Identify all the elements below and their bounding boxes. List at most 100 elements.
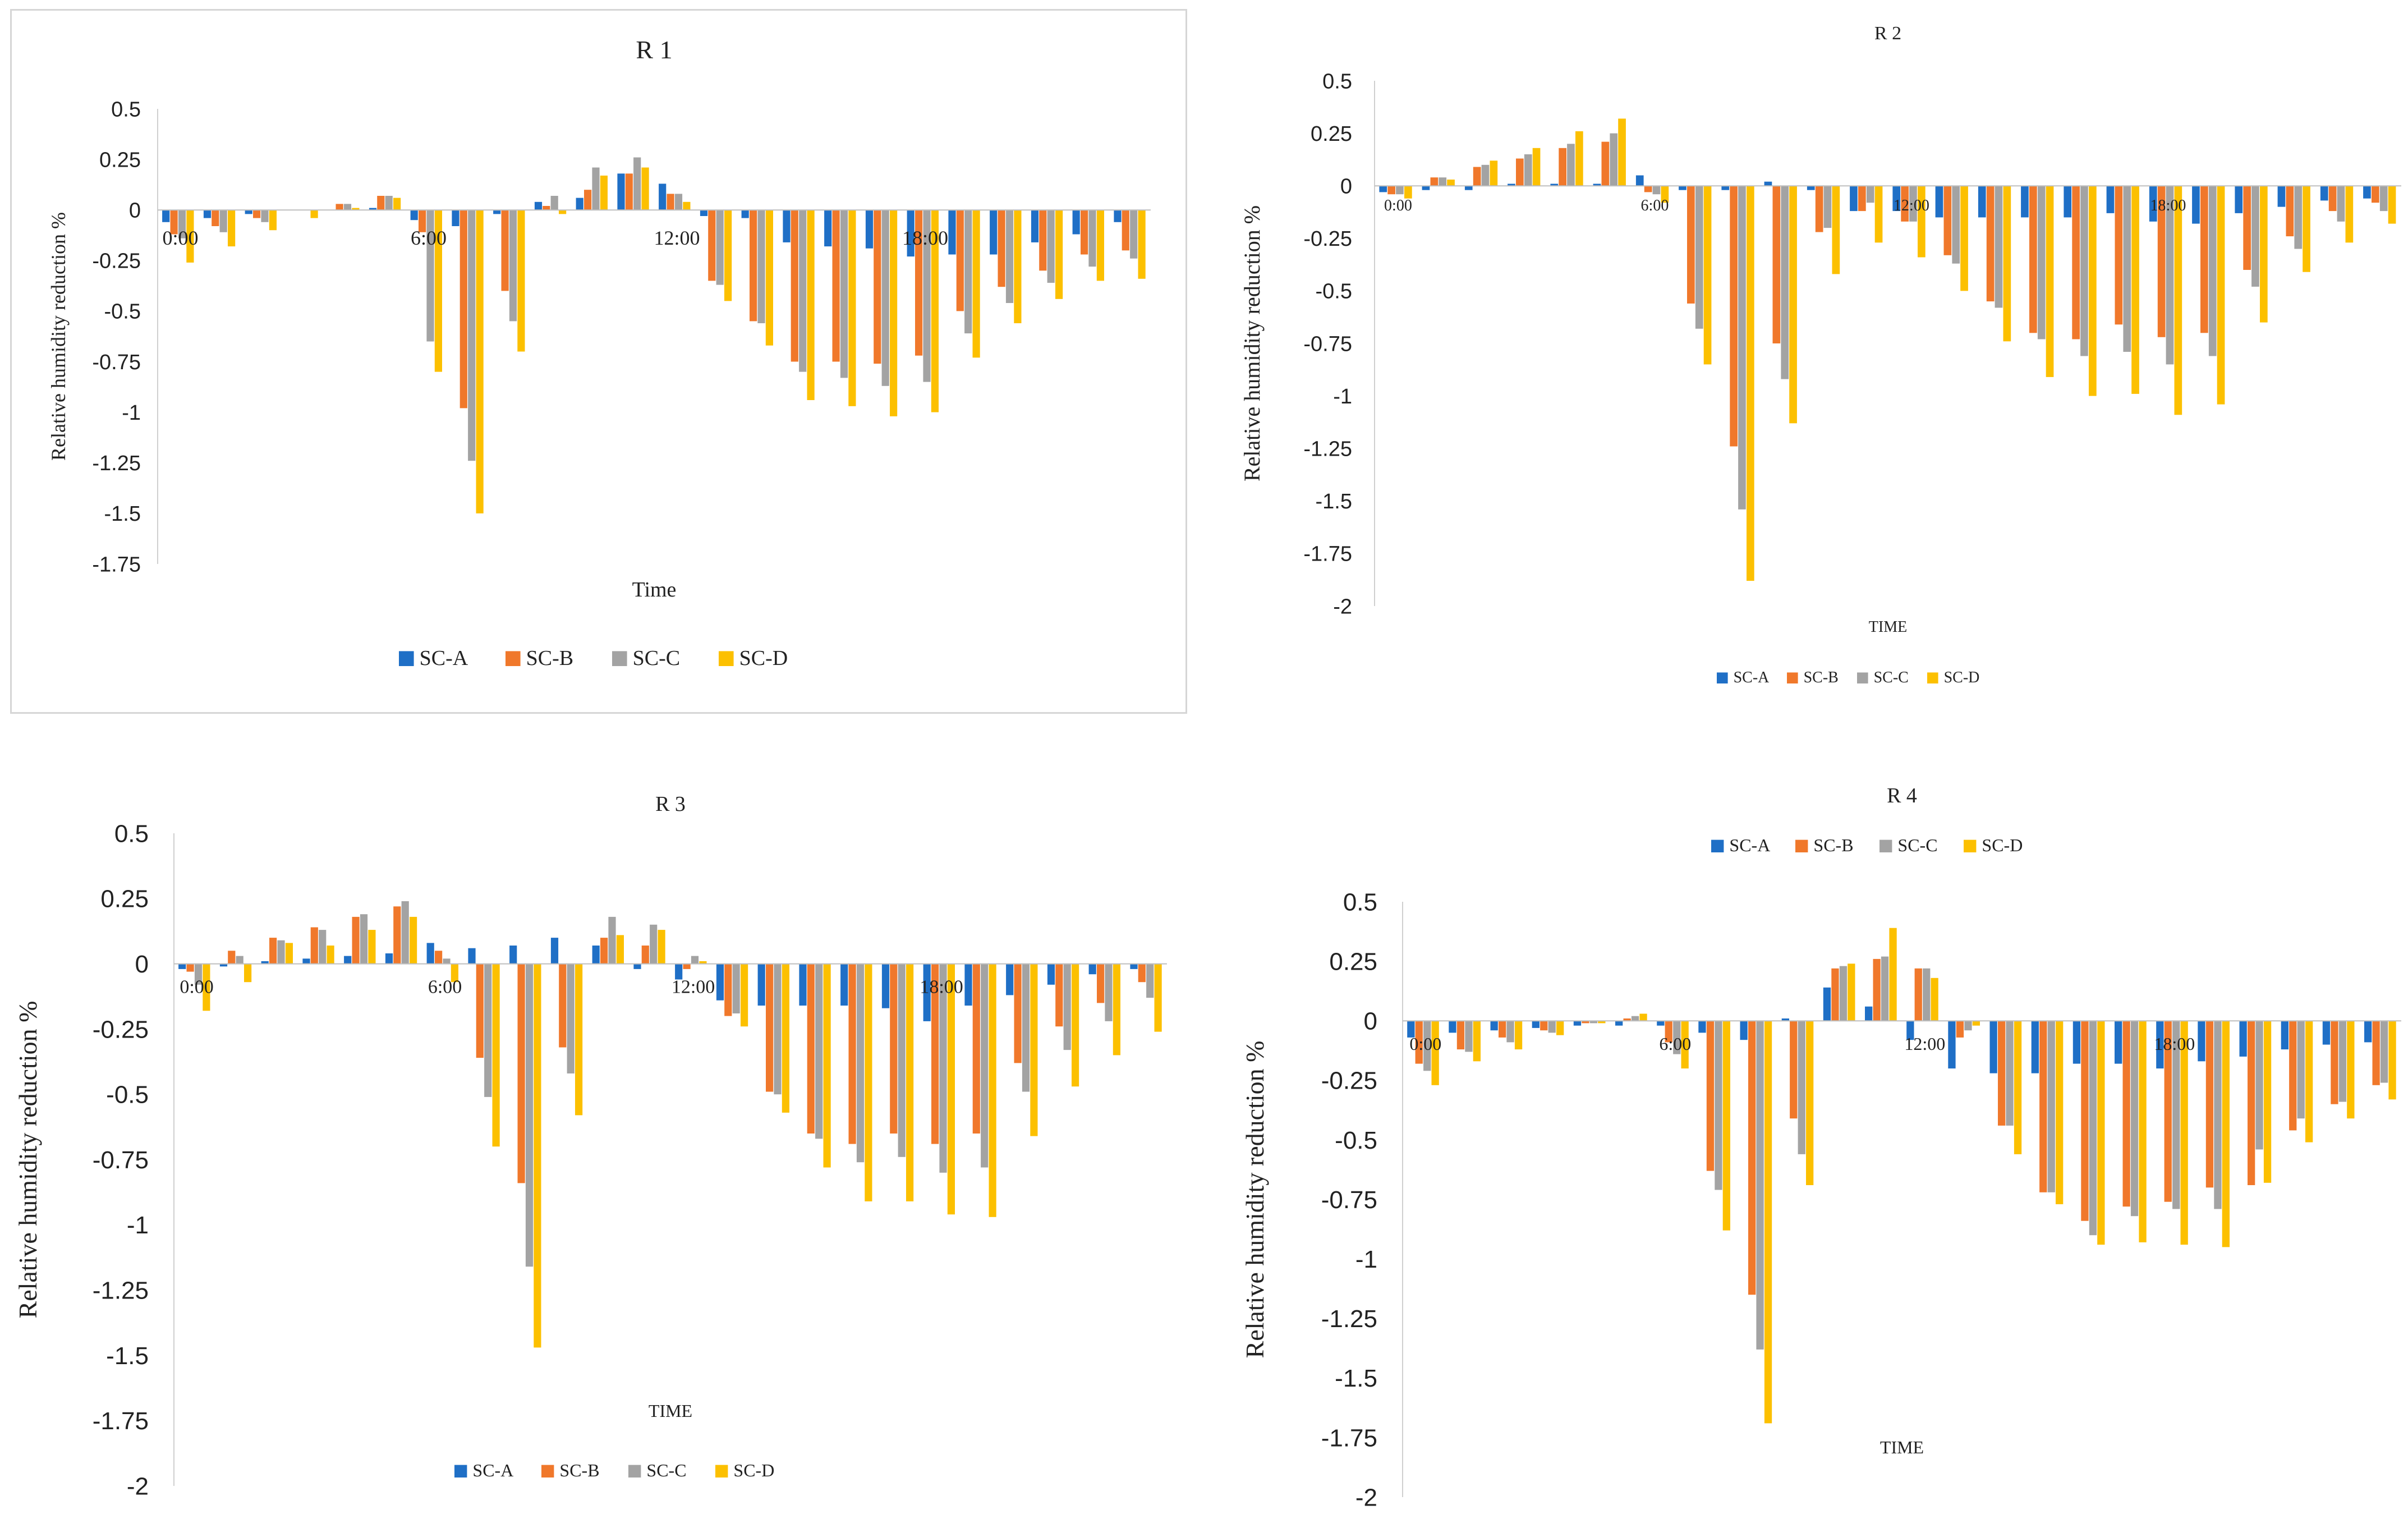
bar-sc-b-h1 — [1430, 177, 1439, 186]
y-tick-label: -0.5 — [1335, 1127, 1377, 1154]
legend: SC-A SC-B SC-C SC-D — [1717, 669, 1979, 686]
x-axis-label: TIME — [1869, 618, 1907, 636]
x-tick-label: 6:00 — [1641, 197, 1669, 214]
bar-sc-a-h0 — [178, 963, 186, 969]
x-axis-label: TIME — [1880, 1437, 1924, 1457]
x-tick-label: 12:00 — [654, 227, 700, 249]
bar-sc-d-h13 — [1972, 1021, 1980, 1026]
bar-sc-d-h12 — [699, 961, 707, 964]
bar-sc-b-h7 — [1706, 1021, 1715, 1171]
bar-sc-b-h15 — [2039, 1021, 2047, 1192]
y-tick-label: 0.25 — [1311, 122, 1352, 146]
bar-sc-c-h4 — [1589, 1021, 1598, 1024]
bar-sc-a-h10 — [576, 198, 583, 210]
bar-sc-d-h13 — [1960, 186, 1968, 291]
bar-sc-b-h17 — [2115, 186, 2123, 325]
bar-sc-a-h10 — [592, 946, 600, 964]
legend-swatch-sc-a — [454, 1465, 467, 1477]
x-axis-label: Time — [632, 578, 677, 602]
bar-sc-d-h5 — [410, 916, 417, 964]
bar-sc-c-h6 — [443, 958, 451, 964]
bar-sc-a-h8 — [1740, 1021, 1748, 1040]
bar-sc-b-h9 — [559, 963, 567, 1048]
bar-sc-b-h19 — [956, 210, 964, 311]
legend-label-sc-b: SC-B — [559, 1460, 599, 1480]
legend-label-sc-b: SC-B — [1813, 835, 1853, 855]
bar-sc-a-h20 — [1006, 963, 1014, 995]
legend-label-sc-c: SC-C — [646, 1460, 686, 1480]
legend-label-sc-d: SC-D — [739, 646, 788, 670]
bar-sc-a-h22 — [2320, 186, 2328, 201]
bar-sc-d-h13 — [741, 963, 748, 1027]
bar-sc-b-h18 — [931, 963, 939, 1144]
bar-sc-c-h13 — [732, 963, 740, 1013]
bar-sc-c-h7 — [468, 210, 476, 461]
y-tick-label: -0.25 — [93, 1016, 149, 1043]
bar-sc-c-h0 — [1396, 186, 1404, 195]
bar-sc-a-h22 — [1088, 963, 1096, 975]
bar-sc-a-h20 — [2235, 186, 2243, 213]
bar-sc-c-h14 — [1995, 186, 2003, 308]
x-tick-label: 6:00 — [428, 977, 462, 998]
y-tick-label: -1.75 — [93, 1407, 149, 1435]
bar-sc-a-h11 — [1865, 1006, 1873, 1021]
y-tick-label: -1.25 — [93, 1277, 149, 1305]
bar-sc-b-h9 — [1790, 1021, 1798, 1119]
bar-sc-c-h8 — [1756, 1021, 1764, 1350]
legend-label-sc-a: SC-A — [472, 1460, 513, 1480]
bar-sc-d-h15 — [823, 963, 831, 1168]
y-tick-label: -1 — [1355, 1246, 1377, 1273]
bar-sc-c-h15 — [2037, 186, 2046, 339]
bar-sc-d-h1 — [228, 210, 236, 247]
bar-sc-c-h5 — [385, 196, 393, 210]
bar-sc-c-h16 — [856, 963, 865, 1163]
bar-sc-a-h8 — [509, 946, 517, 964]
bar-sc-b-h19 — [2200, 186, 2208, 333]
bar-sc-a-h3 — [1508, 183, 1515, 186]
bar-sc-d-h11 — [1874, 186, 1883, 243]
y-tick-label: 0 — [1364, 1008, 1377, 1035]
bar-sc-b-h5 — [1623, 1018, 1631, 1021]
bar-sc-d-h14 — [2003, 186, 2011, 342]
bar-sc-b-h6 — [435, 951, 443, 964]
bar-sc-a-h0 — [1379, 186, 1387, 192]
bar-sc-c-h19 — [964, 210, 972, 334]
legend-label-sc-b: SC-B — [1804, 669, 1839, 686]
bar-sc-d-h8 — [1747, 186, 1754, 581]
bar-sc-c-h4 — [343, 204, 352, 210]
bar-sc-d-h18 — [2174, 186, 2182, 415]
bar-sc-a-h23 — [2364, 1021, 2372, 1043]
bar-sc-b-h13 — [708, 210, 716, 281]
bar-sc-d-h20 — [1014, 210, 1022, 323]
y-tick-label: -2 — [1333, 595, 1352, 618]
y-tick-label: 0.5 — [111, 98, 141, 121]
bar-sc-d-h4 — [1575, 131, 1583, 186]
bar-sc-b-h8 — [1730, 186, 1738, 447]
y-tick-label: -1.25 — [92, 452, 141, 475]
legend-swatch-sc-c — [628, 1465, 641, 1477]
bar-sc-d-h2 — [1514, 1021, 1523, 1050]
bar-sc-c-h10 — [1839, 966, 1848, 1021]
bar-sc-c-h0 — [194, 963, 203, 985]
bar-sc-a-h13 — [1935, 186, 1943, 218]
bar-sc-d-h2 — [1490, 160, 1498, 186]
bar-sc-b-h19 — [972, 963, 980, 1134]
bar-sc-d-h7 — [476, 210, 484, 513]
bar-sc-d-h16 — [2097, 1021, 2105, 1245]
legend-label-sc-d: SC-D — [1982, 835, 2023, 855]
legend-label-sc-c: SC-C — [1897, 835, 1937, 855]
y-tick-label: -0.25 — [1321, 1067, 1377, 1095]
bar-sc-a-h18 — [2156, 1021, 2164, 1069]
bar-sc-c-h5 — [1610, 133, 1618, 186]
y-tick-label: -2 — [1355, 1484, 1377, 1511]
bar-sc-c-h15 — [815, 963, 823, 1139]
bar-sc-d-h21 — [2305, 1021, 2313, 1142]
bar-sc-b-h11 — [641, 946, 649, 964]
bar-sc-c-h14 — [774, 963, 782, 1095]
bar-sc-b-h10 — [600, 938, 608, 964]
bar-sc-d-h6 — [451, 963, 458, 983]
bar-sc-c-h20 — [2251, 186, 2259, 287]
chart-panel-r4: R 4 0.5 0.25 0 -0.25 -0.5 -0.75 -1 -1.25 -1.5 -1.7… — [1234, 777, 2407, 1524]
y-tick-label: -1.25 — [1303, 438, 1352, 461]
y-tick-label: 0.5 — [114, 820, 149, 847]
